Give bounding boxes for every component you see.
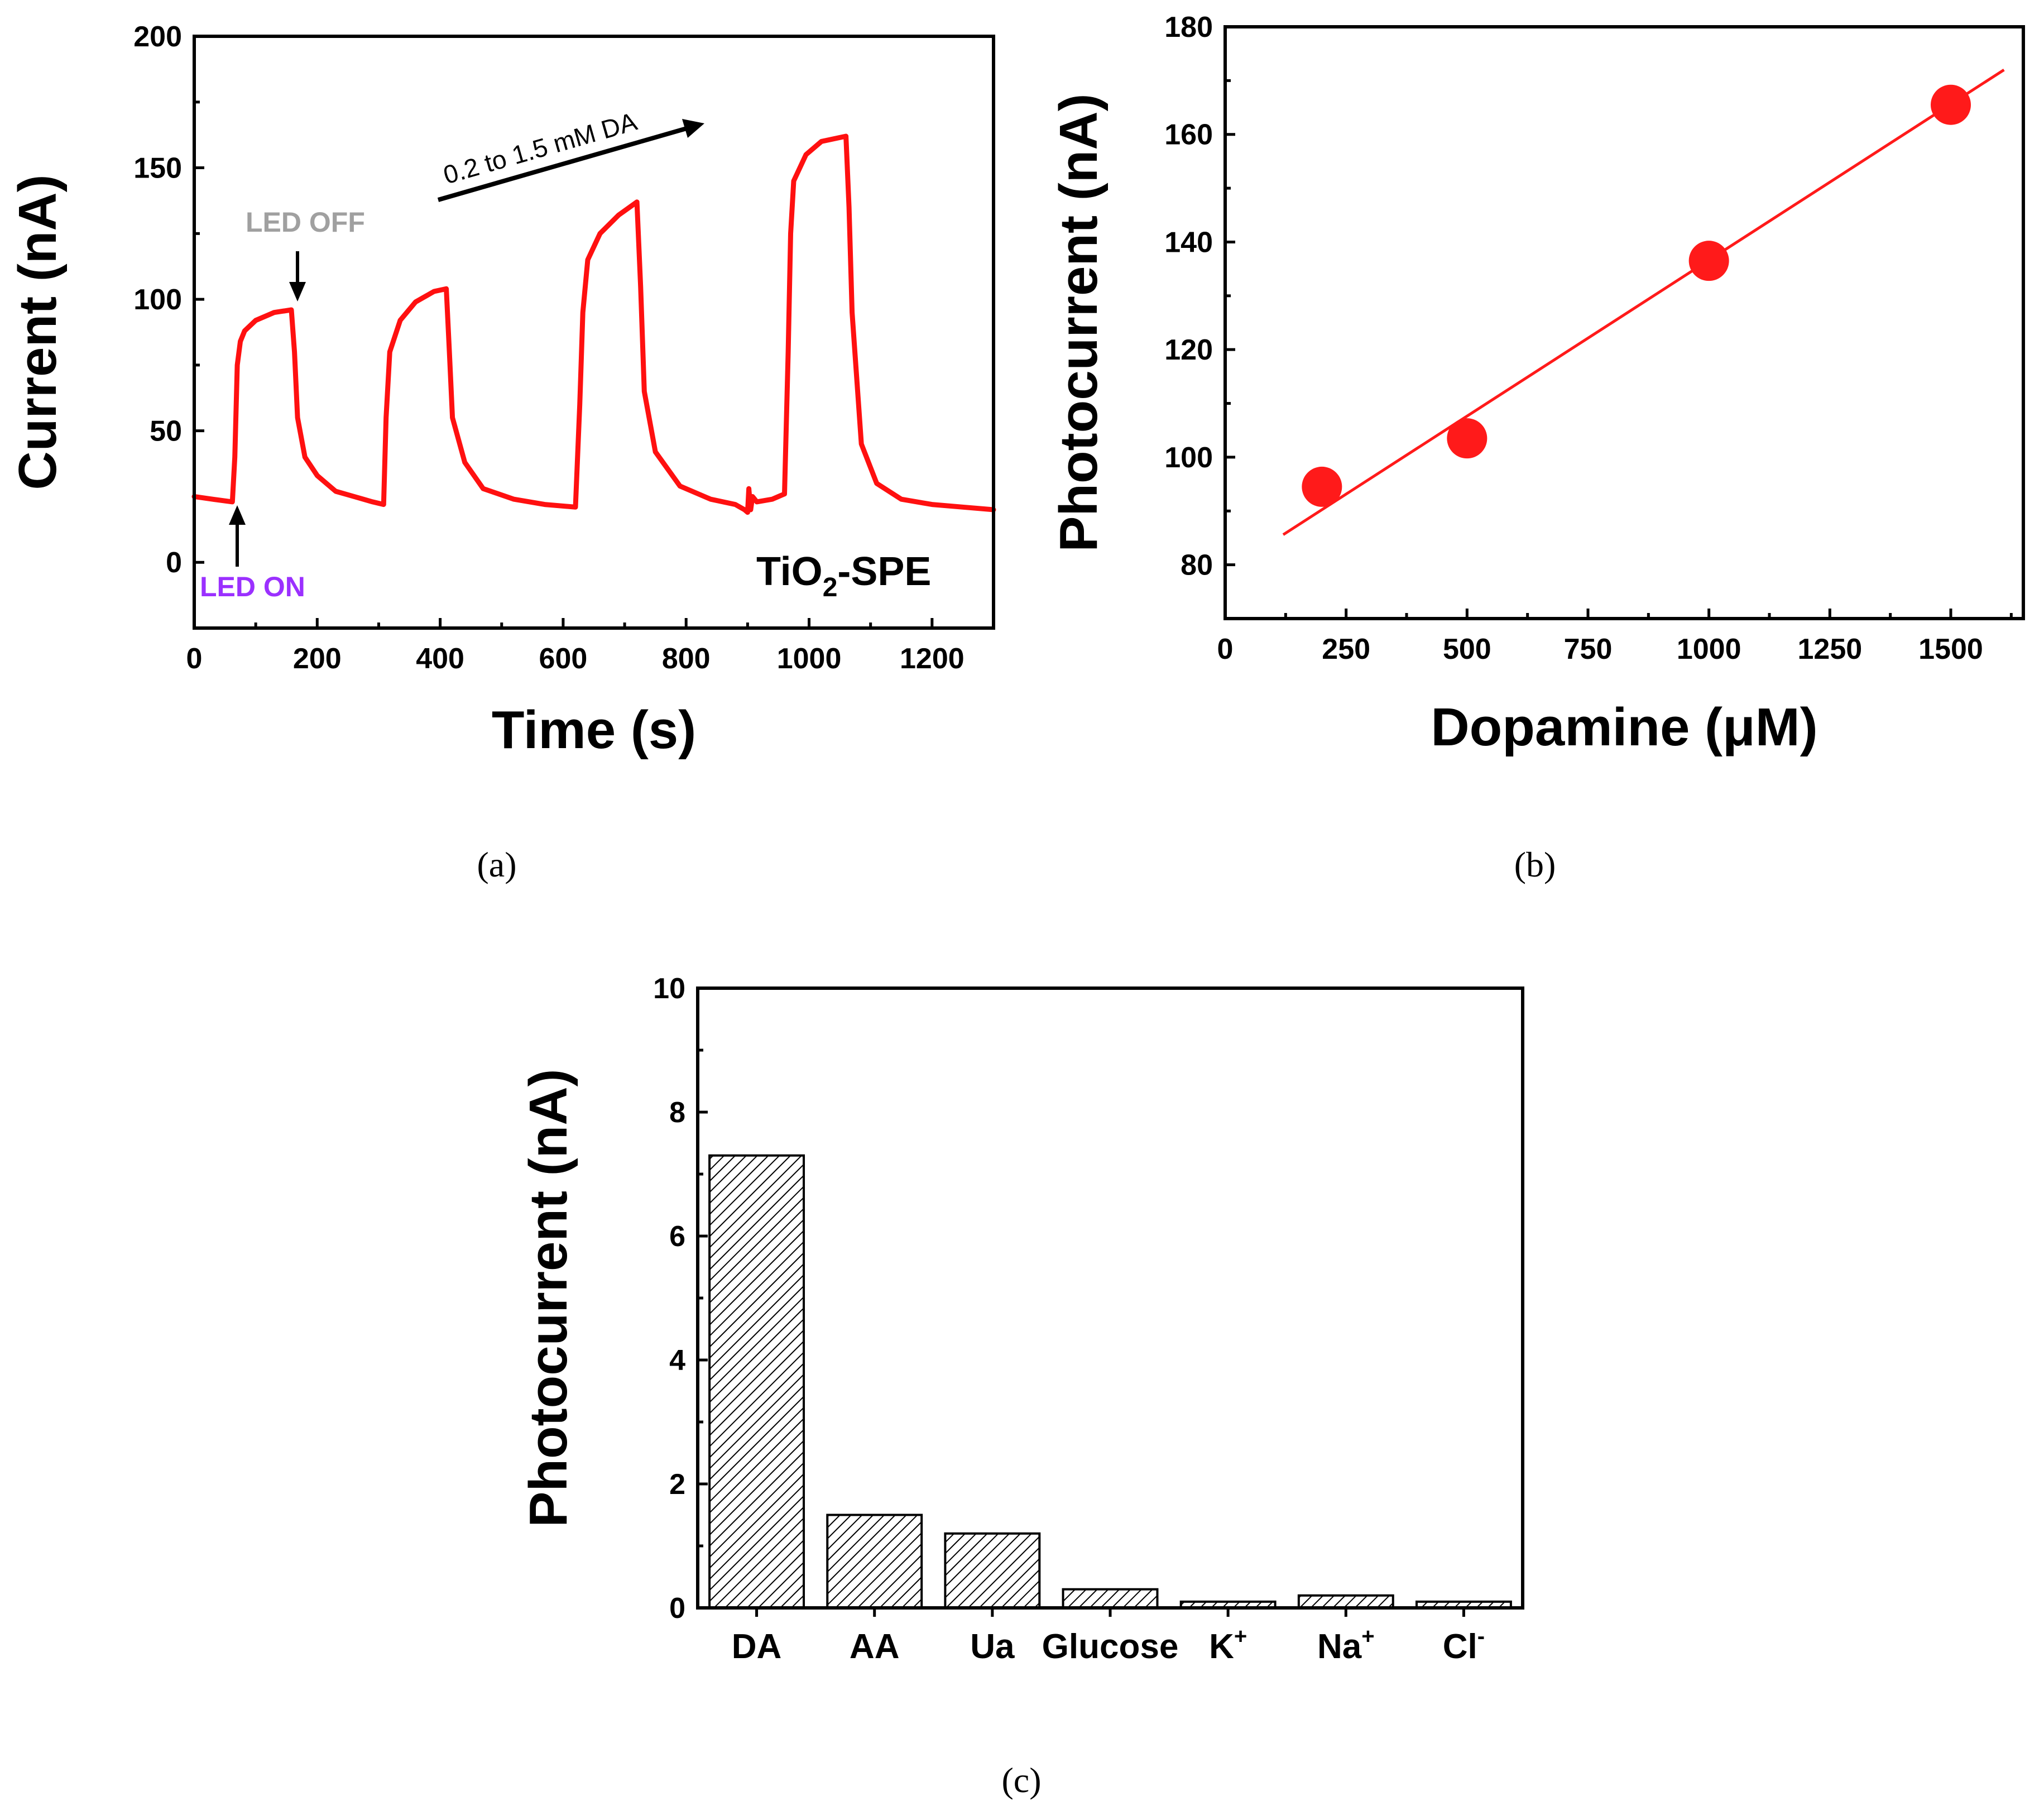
led-off-label: LED OFF (246, 207, 365, 238)
concentration-arrow (437, 119, 704, 202)
panel-c-x-tick-label: AA (850, 1627, 900, 1666)
panel-a-series-line (191, 133, 996, 515)
panel-c-y-tick-label: 8 (669, 1096, 685, 1129)
panel-c-bar (944, 1532, 1041, 1610)
electrode-label-main: TiO (756, 549, 823, 594)
panel-c-x-tick-label: Na+ (1317, 1624, 1375, 1666)
panel-b-x-tick-label: 500 (1443, 633, 1491, 665)
panel-b-x-tick-label: 1000 (1677, 633, 1741, 665)
panel-b-data-point (1447, 418, 1488, 459)
panel-b-data-point (1302, 466, 1342, 507)
panel-b-fit-line (1282, 68, 2005, 536)
panel-a-x-tick-label: 800 (662, 643, 711, 675)
panel-a-y-tick-label: 50 (150, 415, 182, 448)
panel-c-y-tick-label: 2 (669, 1468, 685, 1501)
panel-a-y-tick-label: 150 (133, 152, 182, 185)
panel-c-label: (c) (1001, 1760, 1041, 1800)
panel-a-x-tick-label: 200 (293, 643, 342, 675)
panel-a-x-tick-label: 1200 (900, 643, 965, 675)
panel-c-chart: 0 2 4 6 8 10 DA AA Ua Glucose K+ Na+ Cl- Photocurren… (519, 973, 1524, 1800)
panel-c-y-tick-label: 6 (669, 1220, 685, 1253)
panel-b-y-tick-label: 100 (1164, 442, 1213, 474)
led-on-label: LED ON (200, 571, 305, 602)
panel-b-y-tick-label: 120 (1164, 334, 1213, 366)
panel-a-x-tick-label: 1000 (777, 643, 842, 675)
panel-a-label: (a) (477, 845, 516, 884)
panel-b-x-tick-label: 1250 (1797, 633, 1862, 665)
panel-a-y-tick-label: 0 (166, 547, 182, 579)
panel-c-bar (1062, 1588, 1159, 1609)
panel-b-x-axis-title: Dopamine (μM) (1431, 697, 1817, 757)
led-off-arrow (289, 251, 306, 301)
panel-b-x-tick-label: 250 (1322, 633, 1370, 665)
panel-b-y-tick-label: 160 (1164, 119, 1213, 151)
panel-c-y-tick-label: 4 (669, 1344, 685, 1377)
panel-b-label: (b) (1514, 845, 1556, 884)
panel-b-chart: 0 250 500 750 1000 1250 150080100120140160180 … (1049, 11, 2025, 884)
panel-c-bar (826, 1514, 923, 1609)
panel-c-plot-frame (696, 986, 1524, 1610)
panel-a-plot-frame (193, 35, 995, 630)
panel-c-x-tick-label: K+ (1209, 1624, 1247, 1666)
panel-b-y-tick-label: 180 (1164, 11, 1213, 44)
electrode-label-tail: -SPE (837, 549, 931, 594)
panel-b-y-axis-title: Photocurrent (nA) (1049, 93, 1109, 552)
panel-b-y-tick-label: 140 (1164, 226, 1213, 258)
panel-c-x-tick-label: Cl- (1443, 1624, 1485, 1666)
panel-b-x-tick-label: 1500 (1918, 633, 1983, 665)
panel-b-data-point (1931, 84, 1971, 125)
panel-b-x-tick-label: 0 (1217, 633, 1234, 665)
panel-b-x-tick-label: 750 (1564, 633, 1613, 665)
panel-c-y-tick-label: 0 (669, 1592, 685, 1625)
panel-a-y-tick-label: 100 (133, 284, 182, 316)
panel-a-chart: 0 200 400 600 800 1000 1200 0 50 100 150 200 LED ON… (8, 21, 996, 884)
panel-a-x-tick-label: 400 (416, 643, 464, 675)
panel-b-data-point (1688, 241, 1729, 281)
panel-c-y-tick-label: 10 (653, 973, 685, 1005)
electrode-label-subscript: 2 (823, 573, 838, 602)
panel-b-plot-frame (1223, 25, 2025, 620)
panel-a-y-axis-title: Current (nA) (8, 174, 68, 490)
panel-a-y-tick-label: 200 (133, 21, 182, 53)
panel-a-x-axis-title: Time (s) (492, 700, 696, 760)
panel-c-y-axis-title: Photocurrent (nA) (519, 1069, 578, 1527)
panel-a-x-tick-label: 0 (186, 643, 203, 675)
led-on-arrow (229, 505, 246, 567)
electrode-label: TiO2-SPE (756, 549, 931, 602)
panel-c-bar (1297, 1594, 1394, 1610)
panel-c-bar (708, 1154, 805, 1609)
panel-c-x-tick-label: Glucose (1042, 1627, 1179, 1666)
panel-a-x-tick-label: 600 (539, 643, 588, 675)
panel-c-x-tick-label: Ua (970, 1627, 1015, 1666)
panel-b-y-tick-label: 80 (1181, 549, 1213, 582)
panel-c-x-tick-label: DA (732, 1627, 782, 1666)
